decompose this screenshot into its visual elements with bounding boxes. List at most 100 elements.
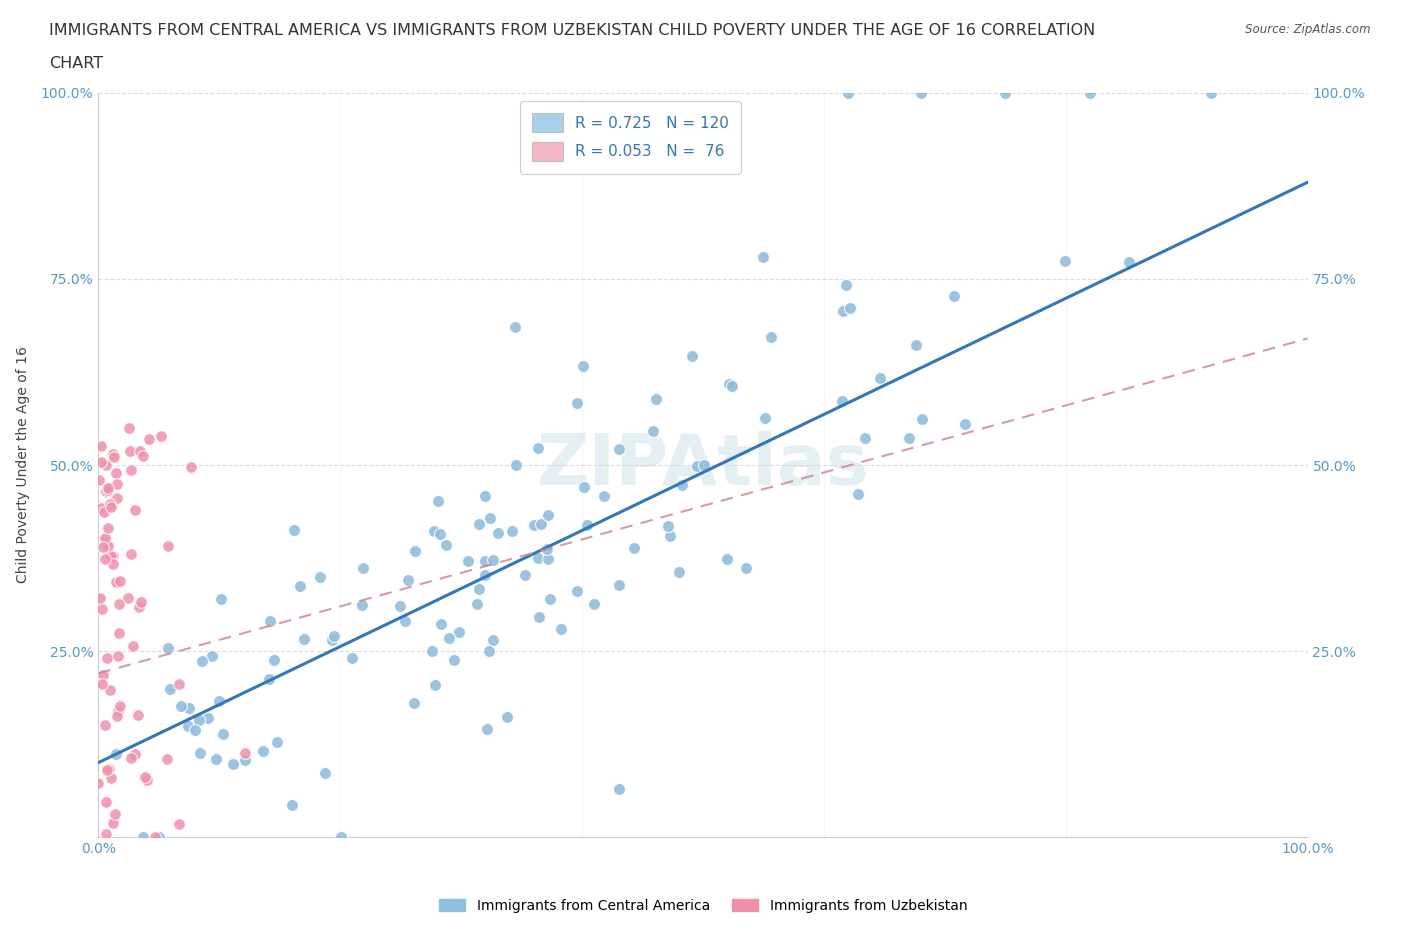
Point [537, 508, 560, 523]
Point [681, 348, 703, 363]
Point [953, 417, 976, 432]
Point [322, 628, 344, 643]
Point [668, 565, 690, 580]
Point [103, 816, 125, 830]
Point [910, 86, 932, 100]
Point [132, 448, 155, 463]
Point [434, 538, 457, 552]
Point [94, 485, 117, 499]
Point [475, 722, 498, 737]
Point [503, 320, 526, 335]
Point [474, 489, 496, 504]
Point [281, 797, 304, 812]
Point [129, 595, 152, 610]
Point [530, 517, 553, 532]
Point [157, 641, 180, 656]
Point [148, 830, 170, 844]
Point [197, 711, 219, 725]
Point [910, 411, 932, 426]
Point [835, 277, 858, 292]
Point [607, 781, 630, 796]
Point [94, 484, 117, 498]
Point [607, 441, 630, 456]
Point [183, 723, 205, 737]
Point [96, 537, 118, 551]
Point [94, 551, 117, 566]
Point [479, 511, 502, 525]
Point [118, 420, 141, 435]
Point [96, 827, 118, 842]
Text: IMMIGRANTS FROM CENTRAL AMERICA VS IMMIGRANTS FROM UZBEKISTAN CHILD POVERTY UNDE: IMMIGRANTS FROM CENTRAL AMERICA VS IMMIG… [49, 23, 1095, 38]
Point [121, 639, 143, 654]
Point [93, 717, 115, 732]
Point [100, 770, 122, 785]
Point [101, 446, 124, 461]
Point [98, 683, 121, 698]
Point [422, 524, 444, 538]
Point [943, 288, 966, 303]
Point [394, 614, 416, 629]
Point [252, 744, 274, 759]
Point [853, 431, 876, 445]
Point [120, 751, 142, 765]
Point [124, 747, 146, 762]
Point [132, 830, 155, 844]
Point [145, 830, 167, 844]
Point [505, 458, 527, 472]
Point [124, 502, 146, 517]
Point [752, 249, 775, 264]
Point [201, 648, 224, 663]
Text: Source: ZipAtlas.com: Source: ZipAtlas.com [1246, 23, 1371, 36]
Point [427, 494, 450, 509]
Point [180, 459, 202, 474]
Point [314, 765, 336, 780]
Point [1199, 86, 1222, 100]
Point [103, 549, 125, 564]
Point [429, 527, 451, 542]
Point [443, 652, 465, 667]
Point [98, 497, 121, 512]
Point [340, 650, 363, 665]
Point [208, 694, 231, 709]
Point [838, 300, 860, 315]
Point [91, 676, 114, 691]
Point [107, 704, 129, 719]
Point [482, 632, 505, 647]
Point [105, 491, 128, 506]
Point [523, 518, 546, 533]
Point [321, 632, 343, 647]
Point [832, 303, 855, 318]
Point [644, 392, 666, 406]
Point [221, 757, 243, 772]
Point [478, 643, 501, 658]
Point [329, 830, 352, 844]
Point [97, 521, 120, 536]
Point [526, 441, 548, 456]
Point [352, 560, 374, 575]
Point [89, 591, 111, 605]
Point [187, 712, 209, 727]
Point [405, 543, 427, 558]
Point [98, 761, 121, 776]
Point [90, 439, 112, 454]
Text: CHART: CHART [49, 56, 103, 71]
Point [572, 480, 595, 495]
Point [583, 596, 606, 611]
Point [898, 431, 921, 445]
Point [643, 424, 665, 439]
Point [120, 546, 142, 561]
Point [205, 752, 228, 767]
Point [467, 516, 489, 531]
Point [167, 817, 190, 831]
Point [1078, 86, 1101, 100]
Point [292, 632, 315, 647]
Point [159, 682, 181, 697]
Point [103, 556, 125, 571]
Point [94, 530, 117, 545]
Point [108, 597, 131, 612]
Point [283, 523, 305, 538]
Point [149, 429, 172, 444]
Point [100, 549, 122, 564]
Point [93, 533, 115, 548]
Point [759, 329, 782, 344]
